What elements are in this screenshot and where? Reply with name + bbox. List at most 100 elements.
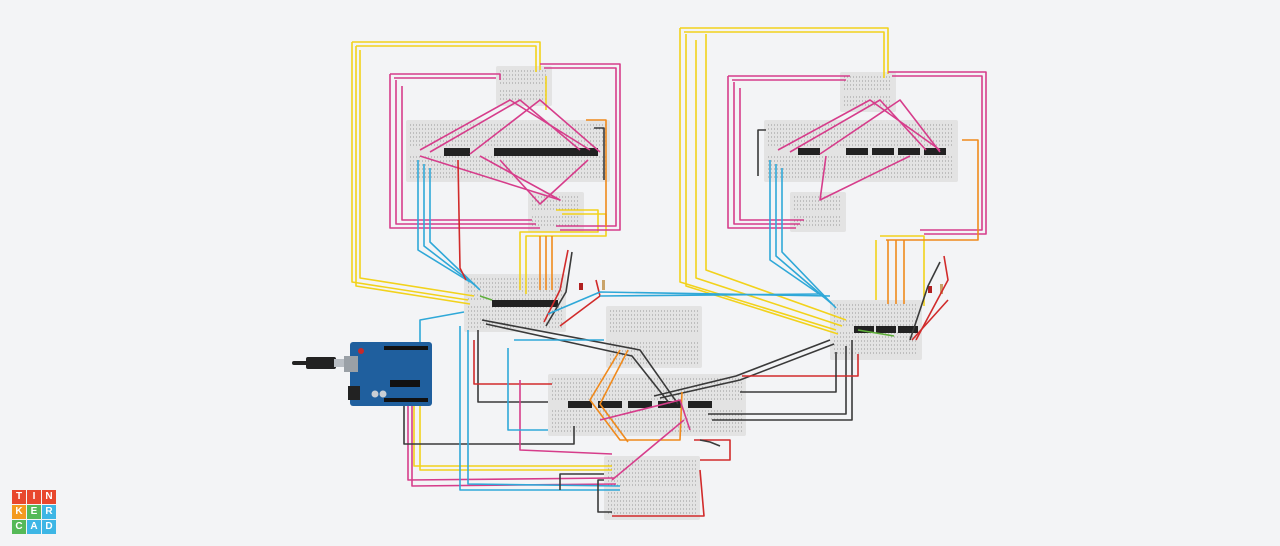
wire[interactable] bbox=[507, 348, 548, 431]
wire[interactable] bbox=[401, 86, 532, 221]
ic-chip[interactable] bbox=[846, 148, 868, 155]
wire[interactable] bbox=[499, 159, 589, 205]
resistor[interactable] bbox=[940, 284, 943, 294]
wire[interactable] bbox=[429, 99, 581, 153]
breadboard-right-top-small[interactable] bbox=[840, 72, 896, 112]
led[interactable] bbox=[579, 283, 583, 290]
wire[interactable] bbox=[694, 439, 731, 461]
wire[interactable] bbox=[659, 343, 835, 399]
ic-chip[interactable] bbox=[658, 401, 682, 408]
wire[interactable] bbox=[355, 46, 471, 305]
breadboard-left-top-small[interactable] bbox=[496, 66, 552, 106]
wire[interactable] bbox=[594, 127, 605, 180]
ic-chip[interactable] bbox=[798, 148, 820, 155]
wire[interactable] bbox=[886, 139, 979, 241]
wire[interactable] bbox=[473, 340, 552, 385]
ic-chip[interactable] bbox=[628, 401, 652, 408]
wire[interactable] bbox=[769, 160, 829, 301]
ic-chip[interactable] bbox=[494, 148, 520, 156]
wire[interactable] bbox=[684, 31, 885, 78]
wire[interactable] bbox=[781, 168, 837, 309]
wire[interactable] bbox=[712, 340, 853, 421]
wire[interactable] bbox=[407, 404, 615, 481]
wire[interactable] bbox=[545, 251, 573, 327]
wire[interactable] bbox=[775, 164, 833, 305]
wire[interactable] bbox=[789, 99, 927, 153]
breadboard-bottom[interactable] bbox=[604, 456, 700, 520]
wire[interactable] bbox=[892, 75, 983, 231]
ic-chip[interactable] bbox=[520, 148, 546, 156]
wire[interactable] bbox=[680, 27, 889, 74]
wire[interactable] bbox=[544, 67, 617, 227]
ic-chip[interactable] bbox=[598, 401, 622, 408]
wire[interactable] bbox=[351, 42, 469, 301]
wire[interactable] bbox=[519, 209, 599, 290]
ic-chip[interactable] bbox=[688, 401, 712, 408]
ic-chip[interactable] bbox=[898, 148, 920, 155]
wire[interactable] bbox=[419, 99, 591, 151]
wire[interactable] bbox=[457, 159, 467, 281]
wire[interactable] bbox=[880, 235, 925, 306]
ic-chip[interactable] bbox=[444, 148, 470, 156]
breadboard-right-mid-small[interactable] bbox=[790, 192, 846, 232]
wire[interactable] bbox=[540, 63, 621, 231]
wire[interactable] bbox=[915, 255, 949, 341]
wire[interactable] bbox=[740, 352, 837, 393]
wire[interactable] bbox=[419, 404, 612, 471]
wire[interactable] bbox=[653, 339, 831, 397]
wire[interactable] bbox=[909, 261, 941, 341]
wire[interactable] bbox=[419, 155, 561, 201]
wire[interactable] bbox=[685, 34, 839, 335]
wire[interactable] bbox=[599, 349, 629, 443]
wire[interactable] bbox=[733, 82, 800, 225]
wire[interactable] bbox=[469, 99, 601, 155]
wire[interactable] bbox=[699, 439, 721, 447]
wire[interactable] bbox=[727, 76, 796, 229]
wire[interactable] bbox=[390, 73, 501, 80]
wire[interactable] bbox=[419, 311, 465, 344]
ic-chip[interactable] bbox=[854, 326, 874, 333]
wire[interactable] bbox=[586, 119, 607, 226]
ic-chip[interactable] bbox=[924, 148, 946, 155]
wire[interactable] bbox=[708, 346, 847, 415]
ic-chip[interactable] bbox=[492, 300, 514, 307]
wire[interactable] bbox=[911, 299, 949, 341]
ic-chip[interactable] bbox=[872, 148, 894, 155]
reset-button[interactable] bbox=[358, 348, 364, 354]
wire[interactable] bbox=[612, 469, 705, 517]
ic-chip[interactable] bbox=[546, 148, 572, 156]
wire[interactable] bbox=[559, 473, 604, 490]
wire[interactable] bbox=[525, 213, 607, 294]
wire[interactable] bbox=[705, 34, 847, 321]
ic-chip[interactable] bbox=[536, 300, 558, 307]
arduino-board[interactable] bbox=[350, 342, 432, 406]
wire[interactable] bbox=[543, 249, 569, 323]
wire[interactable] bbox=[599, 293, 821, 297]
wire[interactable] bbox=[352, 41, 541, 70]
wire[interactable] bbox=[467, 330, 621, 487]
wire[interactable] bbox=[611, 419, 685, 481]
wire[interactable] bbox=[389, 74, 540, 229]
ic-chip[interactable] bbox=[568, 401, 592, 408]
wire[interactable] bbox=[417, 160, 471, 283]
wire[interactable] bbox=[459, 326, 620, 491]
arduino-uno[interactable] bbox=[344, 342, 432, 406]
ic-chip[interactable] bbox=[876, 326, 896, 333]
ic-chip[interactable] bbox=[898, 326, 918, 333]
wire[interactable] bbox=[356, 45, 537, 72]
wire[interactable] bbox=[819, 99, 941, 155]
wire[interactable] bbox=[599, 399, 691, 431]
wire[interactable] bbox=[679, 28, 837, 331]
ic-chip[interactable] bbox=[514, 300, 536, 307]
wire[interactable] bbox=[429, 168, 481, 291]
wire[interactable] bbox=[485, 323, 671, 405]
wire[interactable] bbox=[597, 479, 612, 513]
wire[interactable] bbox=[481, 319, 679, 405]
wire[interactable] bbox=[395, 80, 536, 225]
led[interactable] bbox=[928, 286, 932, 293]
wire[interactable] bbox=[479, 295, 493, 301]
wire[interactable] bbox=[777, 99, 941, 151]
wire[interactable] bbox=[423, 164, 477, 287]
